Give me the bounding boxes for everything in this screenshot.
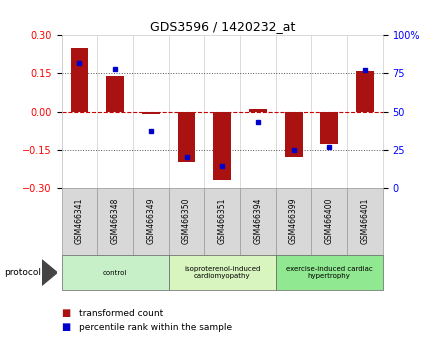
- Bar: [213, 112, 231, 180]
- Text: exercise-induced cardiac
hypertrophy: exercise-induced cardiac hypertrophy: [286, 266, 373, 279]
- FancyBboxPatch shape: [97, 188, 133, 255]
- Text: GSM466399: GSM466399: [289, 198, 298, 245]
- FancyBboxPatch shape: [240, 188, 276, 255]
- Title: GDS3596 / 1420232_at: GDS3596 / 1420232_at: [150, 20, 295, 33]
- Bar: [142, 112, 160, 114]
- FancyBboxPatch shape: [169, 188, 204, 255]
- Text: percentile rank within the sample: percentile rank within the sample: [79, 323, 232, 332]
- Bar: [70, 48, 88, 112]
- Text: isoproterenol-induced
cardiomyopathy: isoproterenol-induced cardiomyopathy: [184, 266, 260, 279]
- Bar: [249, 109, 267, 112]
- Text: GSM466348: GSM466348: [110, 198, 120, 245]
- Bar: [178, 112, 195, 162]
- Text: GSM466351: GSM466351: [218, 198, 227, 245]
- Bar: [106, 76, 124, 112]
- Bar: [320, 112, 338, 144]
- Text: transformed count: transformed count: [79, 309, 163, 318]
- Text: GSM466401: GSM466401: [360, 198, 370, 245]
- FancyBboxPatch shape: [169, 255, 276, 290]
- Text: GSM466341: GSM466341: [75, 198, 84, 245]
- FancyBboxPatch shape: [133, 188, 169, 255]
- Text: protocol: protocol: [4, 268, 41, 277]
- Text: GSM466350: GSM466350: [182, 198, 191, 245]
- FancyBboxPatch shape: [347, 188, 383, 255]
- Text: ■: ■: [62, 308, 71, 318]
- Bar: [356, 71, 374, 112]
- Text: GSM466400: GSM466400: [325, 198, 334, 245]
- Text: control: control: [103, 270, 127, 275]
- FancyBboxPatch shape: [62, 255, 169, 290]
- Text: GSM466394: GSM466394: [253, 198, 262, 245]
- Text: GSM466349: GSM466349: [147, 198, 155, 245]
- FancyBboxPatch shape: [204, 188, 240, 255]
- FancyBboxPatch shape: [276, 255, 383, 290]
- Text: ■: ■: [62, 322, 71, 332]
- FancyBboxPatch shape: [276, 188, 312, 255]
- FancyBboxPatch shape: [62, 188, 97, 255]
- FancyBboxPatch shape: [312, 188, 347, 255]
- Polygon shape: [42, 260, 57, 285]
- Bar: [285, 112, 303, 157]
